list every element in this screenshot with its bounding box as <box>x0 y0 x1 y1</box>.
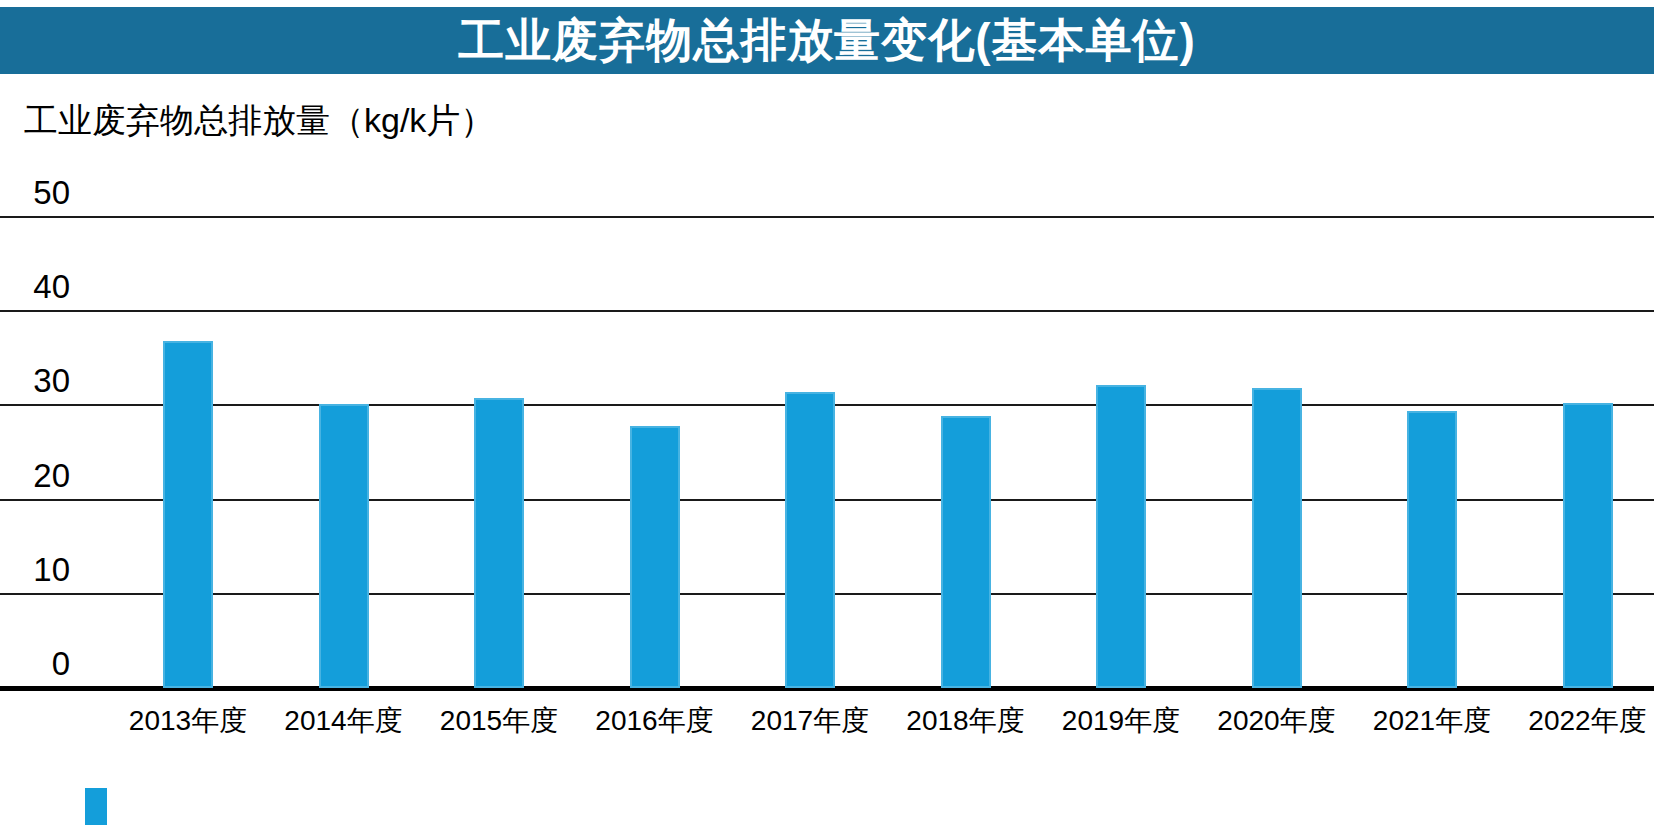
bar-2015年度 <box>474 398 524 688</box>
x-tick-label-2020年度: 2020年度 <box>1199 706 1355 737</box>
x-tick-label-2021年度: 2021年度 <box>1354 706 1510 737</box>
x-tick-label-2014年度: 2014年度 <box>266 706 422 737</box>
y-tick-label-50: 50 <box>0 176 70 209</box>
bar-2021年度 <box>1407 411 1457 688</box>
x-tick-label-2013年度: 2013年度 <box>110 706 266 737</box>
bar-2020年度 <box>1252 388 1302 688</box>
page: 工业废弃物总排放量变化(基本单位) 工业废弃物总排放量（kg/k片） 01020… <box>0 0 1654 825</box>
bar-2018年度 <box>941 416 991 688</box>
x-tick-label-2019年度: 2019年度 <box>1043 706 1199 737</box>
x-tick-label-2018年度: 2018年度 <box>888 706 1044 737</box>
y-tick-label-20: 20 <box>0 459 70 492</box>
bar-2019年度 <box>1096 385 1146 688</box>
y-tick-label-0: 0 <box>0 647 70 680</box>
bar-2022年度 <box>1563 403 1613 688</box>
bar-2014年度 <box>319 404 369 688</box>
y-tick-label-40: 40 <box>0 270 70 303</box>
x-tick-label-2022年度: 2022年度 <box>1510 706 1654 737</box>
y-tick-label-30: 30 <box>0 364 70 397</box>
x-tick-label-2015年度: 2015年度 <box>421 706 577 737</box>
gridline-y-40 <box>0 310 1654 312</box>
x-tick-label-2016年度: 2016年度 <box>577 706 733 737</box>
bar-2016年度 <box>630 426 680 688</box>
bar-2017年度 <box>785 392 835 688</box>
bar-chart: 0 10 20 30 40 50 2013年度2014年度2015年度2016年度2017年… <box>0 0 1654 825</box>
x-tick-label-2017年度: 2017年度 <box>732 706 888 737</box>
bar-2013年度 <box>163 341 213 688</box>
cropped-blue-element <box>85 788 107 825</box>
gridline-y-50 <box>0 216 1654 218</box>
y-tick-label-10: 10 <box>0 553 70 586</box>
